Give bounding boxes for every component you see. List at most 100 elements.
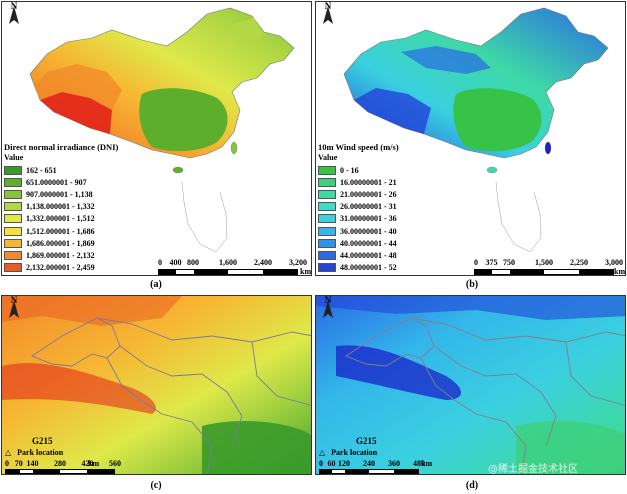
scale-bar bbox=[158, 269, 298, 275]
hainan-island bbox=[486, 166, 498, 174]
legend-subtitle: Value bbox=[318, 153, 338, 162]
scale-unit: km bbox=[614, 267, 626, 276]
panel-b-wind-china-map: N 10m Wind speed (m/s) Value 0 - 16 16.00… bbox=[315, 1, 626, 276]
dni-green-north-east bbox=[232, 18, 264, 48]
legend-label: 48.00000001 - 52 bbox=[340, 263, 397, 273]
scale-tick-label: 750 bbox=[503, 258, 515, 267]
legend-swatch bbox=[318, 238, 336, 248]
legend-swatch bbox=[4, 214, 22, 224]
dni-green-sichuan-basin bbox=[139, 88, 228, 152]
legend-item: 16.00000001 - 21 bbox=[318, 176, 397, 188]
legend-label: 1,512.000001 - 1,686 bbox=[26, 226, 95, 236]
caption-b: (b) bbox=[465, 279, 479, 290]
legend-label: 31.00000001 - 36 bbox=[340, 214, 397, 224]
province-boundaries bbox=[345, 317, 625, 474]
scale-tick-label: 1,500 bbox=[535, 258, 553, 267]
south-china-sea-islands bbox=[181, 181, 228, 253]
legend-title: 10m Wind speed (m/s) bbox=[318, 142, 399, 152]
wind-high-tibet-zone bbox=[354, 88, 431, 134]
legend-item: 26.00000001 - 31 bbox=[318, 201, 397, 213]
legend-item: 31.00000001 - 36 bbox=[318, 213, 397, 225]
legend-swatch bbox=[4, 275, 22, 276]
dni-legend: 162 - 651 651.0000001 - 907 907.0000001 - … bbox=[4, 164, 95, 276]
scale-tick-label: 240 bbox=[363, 459, 375, 468]
legend-item: 651.0000001 - 907 bbox=[4, 176, 95, 188]
dni-green-south-east bbox=[202, 421, 311, 474]
wind-deep-blue-band bbox=[336, 345, 461, 400]
legend-label: 36.00000001 - 40 bbox=[340, 226, 397, 236]
scale-tick-label: 0 bbox=[5, 459, 9, 468]
scale-tick-label: 480 bbox=[413, 459, 425, 468]
legend-item: 907.0000001 - 1,138 bbox=[4, 188, 95, 200]
scale-tick-label: 3,200 bbox=[289, 258, 307, 267]
north-arrow-icon bbox=[9, 6, 19, 24]
north-label: N bbox=[10, 295, 18, 305]
legend-item: 1,512.000001 - 1,686 bbox=[4, 225, 95, 237]
scale-unit: km bbox=[300, 267, 312, 276]
caption-a: (a) bbox=[150, 279, 162, 290]
caption-c: (c) bbox=[150, 480, 162, 491]
panel-d-wind-regional-map: N G215 △ Park location 0 60 120 240 360 480 k… bbox=[315, 295, 626, 475]
scale-tick-label: 2,250 bbox=[570, 258, 588, 267]
scale-tick-label: 360 bbox=[388, 459, 400, 468]
legend-subtitle: Value bbox=[4, 153, 24, 162]
legend-label: 1,138.000001 - 1,332 bbox=[26, 202, 95, 212]
park-triangle-icon: △ bbox=[319, 448, 326, 457]
scale-unit: km bbox=[421, 459, 433, 468]
legend-swatch bbox=[318, 177, 336, 187]
legend-swatch bbox=[4, 250, 22, 260]
legend-label: 16.00000001 - 21 bbox=[340, 177, 397, 187]
legend-swatch bbox=[318, 250, 336, 260]
south-china-sea-islands bbox=[495, 181, 542, 253]
scale-tick-label: 60 bbox=[327, 459, 336, 468]
wind-green-south-east bbox=[516, 421, 625, 474]
watermark: @稀土掘金技术社区 bbox=[488, 464, 578, 475]
wind-high-north-zone bbox=[401, 46, 491, 74]
legend-item: 40.00000001 - 44 bbox=[318, 237, 397, 249]
north-label: N bbox=[324, 295, 332, 305]
scale-unit: km bbox=[88, 459, 100, 468]
legend-label: 1,869.000001 - 2,132 bbox=[26, 250, 95, 260]
legend-swatch bbox=[318, 189, 336, 199]
legend-label: 162 - 651 bbox=[26, 165, 57, 175]
legend-label: 52.00000001 - 66 bbox=[340, 275, 397, 276]
taiwan-island bbox=[230, 141, 238, 155]
north-arrow-icon bbox=[323, 300, 333, 318]
scale-tick-label: 70 bbox=[14, 459, 23, 468]
legend-swatch bbox=[4, 202, 22, 212]
legend-label: 21.00000001 - 26 bbox=[340, 189, 397, 199]
hainan-island bbox=[172, 166, 184, 174]
legend-item: 36.00000001 - 40 bbox=[318, 225, 397, 237]
legend-item: 21.00000001 - 26 bbox=[318, 188, 397, 200]
park-location-legend: △ Park location bbox=[319, 447, 377, 457]
legend-label: 907.0000001 - 1,138 bbox=[26, 189, 93, 199]
legend-label: 2,132.000001 - 2,459 bbox=[26, 263, 95, 273]
legend-swatch bbox=[4, 177, 22, 187]
dni-orange-zone bbox=[34, 64, 122, 110]
legend-swatch bbox=[318, 263, 336, 273]
legend-swatch bbox=[318, 202, 336, 212]
scale-tick-label: 400 bbox=[169, 258, 182, 267]
park-location-legend: △ Park location bbox=[5, 447, 63, 457]
legend-label: 1,686.000001 - 1,869 bbox=[26, 238, 95, 248]
wind-regional-graphic bbox=[316, 296, 625, 474]
legend-item: 2,132.000001 - 2,459 bbox=[4, 262, 95, 274]
north-arrow-icon bbox=[323, 6, 333, 24]
park-triangle-icon: △ bbox=[5, 448, 12, 457]
scale-tick-label: 2,400 bbox=[254, 258, 272, 267]
legend-swatch bbox=[4, 263, 22, 273]
wind-map-graphic bbox=[323, 6, 609, 253]
scale-tick-label: 3,000 bbox=[605, 258, 623, 267]
legend-item: 1,686.000001 - 1,869 bbox=[4, 237, 95, 249]
legend-item: 52.00000001 - 66 bbox=[318, 274, 397, 276]
park-location-label: Park location bbox=[17, 448, 64, 457]
taiwan-island bbox=[544, 141, 552, 155]
legend-swatch bbox=[4, 165, 22, 175]
legend-label: 2,459.000001 - 3,074 bbox=[26, 275, 95, 276]
scale-tick-label: 800 bbox=[187, 258, 199, 267]
north-arrow-icon bbox=[9, 300, 19, 318]
legend-swatch bbox=[318, 275, 336, 276]
north-label: N bbox=[324, 1, 332, 11]
route-label: G215 bbox=[32, 436, 53, 446]
dni-red-band bbox=[2, 363, 156, 414]
